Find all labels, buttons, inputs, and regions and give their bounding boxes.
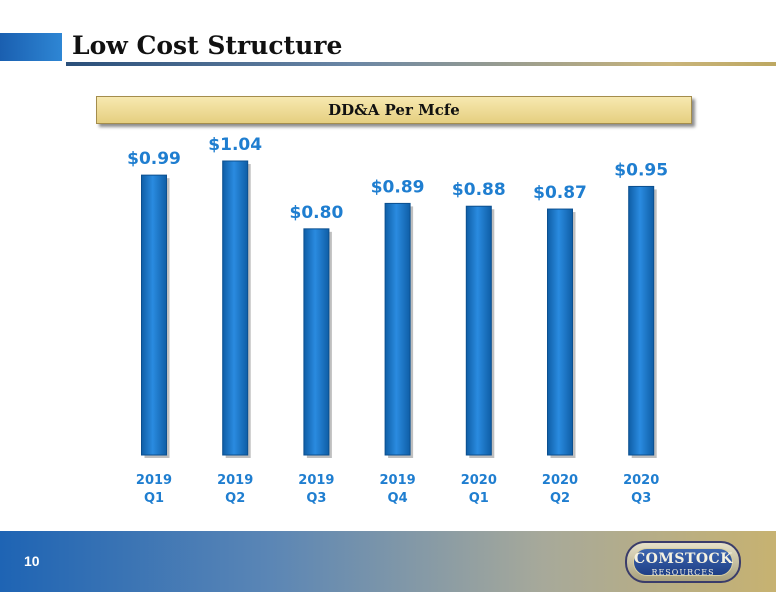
- chart-title: DD&A Per Mcfe: [96, 96, 692, 124]
- bar: [303, 228, 330, 456]
- x-tick-label: 2019: [217, 473, 253, 488]
- value-label: $0.87: [533, 183, 587, 203]
- title-divider: [66, 62, 776, 66]
- company-logo: COMSTOCK RESOURCES: [625, 541, 741, 583]
- value-label: $0.88: [452, 180, 506, 200]
- bar: [384, 202, 411, 456]
- title-accent-block: [0, 33, 62, 61]
- x-tick-label: Q2: [550, 491, 570, 506]
- bar: [628, 185, 655, 456]
- page-number: 10: [24, 553, 40, 569]
- x-tick-label: 2020: [542, 473, 578, 488]
- x-tick-label: 2020: [623, 473, 659, 488]
- value-label: $1.04: [208, 135, 262, 155]
- bar: [222, 160, 249, 456]
- value-label: $0.80: [290, 203, 344, 223]
- x-tick-label: 2020: [461, 473, 497, 488]
- x-tick-label: Q1: [144, 491, 164, 506]
- x-tick-label: Q1: [469, 491, 489, 506]
- value-label: $0.89: [371, 177, 425, 197]
- x-tick-label: Q3: [631, 491, 651, 506]
- bar: [547, 208, 573, 456]
- x-tick-label: 2019: [380, 473, 416, 488]
- value-label: $0.99: [127, 149, 181, 169]
- x-tick-label: Q4: [388, 491, 408, 506]
- bar: [141, 174, 167, 456]
- x-tick-label: Q2: [225, 491, 245, 506]
- bar: [465, 205, 492, 456]
- value-label: $0.95: [614, 160, 668, 180]
- x-tick-label: 2019: [136, 473, 172, 488]
- page-title: Low Cost Structure: [72, 31, 343, 60]
- x-tick-label: Q3: [306, 491, 326, 506]
- x-tick-label: 2019: [298, 473, 334, 488]
